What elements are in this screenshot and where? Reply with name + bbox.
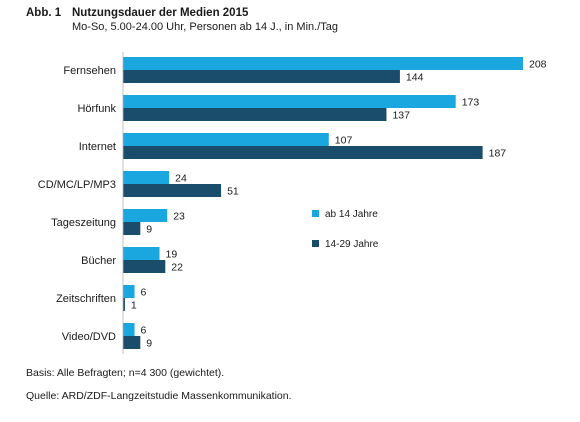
bar-14-29-jahre-h-rfunk [123,108,387,121]
category-label-fernsehen: Fernsehen [63,65,116,77]
data-label-14-29-jahre-b-cher: 22 [171,262,183,274]
data-label-ab-14-jahre-cd-mc-lp-mp3: 24 [175,173,187,185]
category-label-cd-mc-lp-mp3: CD/MC/LP/MP3 [38,179,116,191]
category-label-h-rfunk: Hörfunk [77,103,116,115]
bar-14-29-jahre-tageszeitung [123,222,141,235]
bar-chart: Fernsehen 208 144 Hörfunk 173 137 Internet 107 1… [38,52,547,354]
figure-title-row: Abb. 1 Nutzungsdauer der Medien 2015 [26,6,338,20]
category-label-tageszeitung: Tageszeitung [51,217,116,229]
data-label-ab-14-jahre-internet: 107 [335,135,353,147]
bar-14-29-jahre-zeitschriften [123,298,125,311]
bar-14-29-jahre-fernsehen [123,70,400,83]
legend-label-ab-14-jahre: ab 14 Jahre [325,209,378,220]
figure-subtitle: Mo-So, 5.00-24.00 Uhr, Personen ab 14 J.… [72,21,338,33]
data-label-14-29-jahre-internet: 187 [489,148,507,160]
data-label-14-29-jahre-zeitschriften: 1 [131,300,137,312]
data-label-14-29-jahre-tageszeitung: 9 [146,224,152,236]
bar-ab-14-jahre-zeitschriften [123,285,135,298]
legend-swatch-ab-14-jahre [312,210,319,217]
bar-ab-14-jahre-internet [123,133,329,146]
bar-ab-14-jahre-cd-mc-lp-mp3 [123,171,170,184]
data-label-ab-14-jahre-fernsehen: 208 [529,59,547,71]
legend-label-14-29-jahre: 14-29 Jahre [325,239,379,250]
data-label-14-29-jahre-video-dvd: 9 [146,338,152,350]
data-label-ab-14-jahre-h-rfunk: 173 [462,97,480,109]
legend-swatch-14-29-jahre [312,240,319,247]
figure-header: Abb. 1 Nutzungsdauer der Medien 2015 Mo-S… [26,6,338,34]
data-label-ab-14-jahre-tageszeitung: 23 [173,211,185,223]
bar-14-29-jahre-video-dvd [123,336,141,349]
bar-ab-14-jahre-fernsehen [123,57,523,70]
data-label-ab-14-jahre-b-cher: 19 [166,249,178,261]
footer-source: Quelle: ARD/ZDF-Langzeitstudie Massenkom… [26,390,292,402]
bar-ab-14-jahre-video-dvd [123,323,135,336]
data-label-14-29-jahre-fernsehen: 144 [406,72,424,84]
data-label-14-29-jahre-cd-mc-lp-mp3: 51 [227,186,239,198]
bar-ab-14-jahre-h-rfunk [123,95,456,108]
bar-14-29-jahre-cd-mc-lp-mp3 [123,184,222,197]
bar-ab-14-jahre-b-cher [123,247,160,260]
data-label-14-29-jahre-h-rfunk: 137 [392,110,410,122]
data-label-ab-14-jahre-zeitschriften: 6 [141,287,147,299]
category-label-b-cher: Bücher [81,255,116,267]
data-label-ab-14-jahre-video-dvd: 6 [141,325,147,337]
bar-14-29-jahre-internet [123,146,483,159]
category-label-internet: Internet [79,141,116,153]
category-label-video-dvd: Video/DVD [62,331,116,343]
footer-basis: Basis: Alle Befragten; n=4 300 (gewichte… [26,367,225,379]
category-label-zeitschriften: Zeitschriften [56,293,116,305]
bar-14-29-jahre-b-cher [123,260,166,273]
figure-number: Abb. 1 [26,7,62,19]
figure-title: Nutzungsdauer der Medien 2015 [72,7,249,19]
bar-ab-14-jahre-tageszeitung [123,209,168,222]
